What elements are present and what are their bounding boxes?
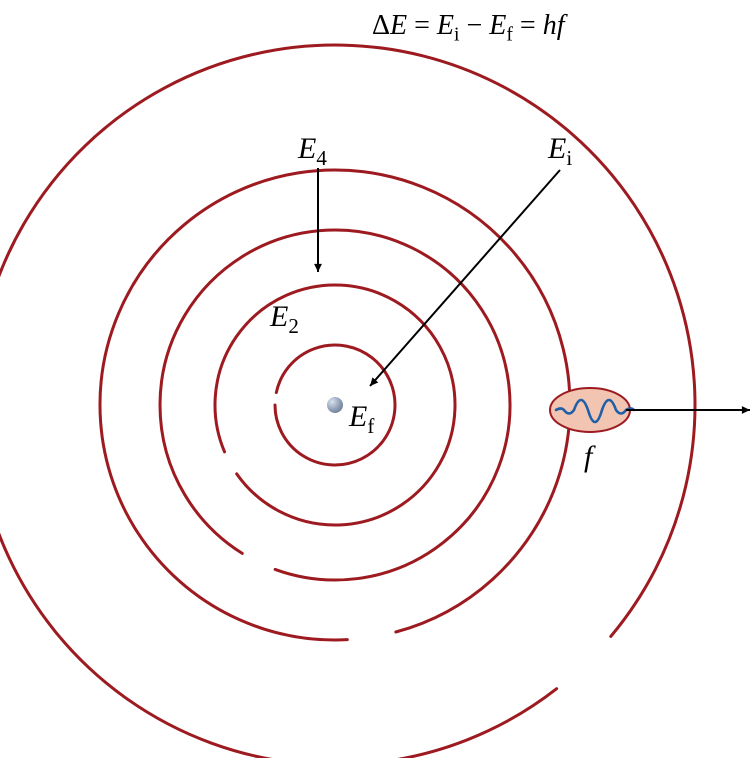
orbit-5	[275, 345, 395, 465]
bohr-atom-diagram: ΔE = Ei − Ef = hf E4 Ei E2 Ef f	[0, 0, 750, 758]
orbit-4	[215, 285, 455, 525]
orbit-3	[160, 230, 510, 580]
photon	[550, 388, 634, 432]
orbit-2	[100, 170, 570, 640]
arrow-e4	[314, 168, 322, 272]
diagram-overlay	[0, 0, 750, 758]
arrow-photon	[626, 406, 750, 414]
